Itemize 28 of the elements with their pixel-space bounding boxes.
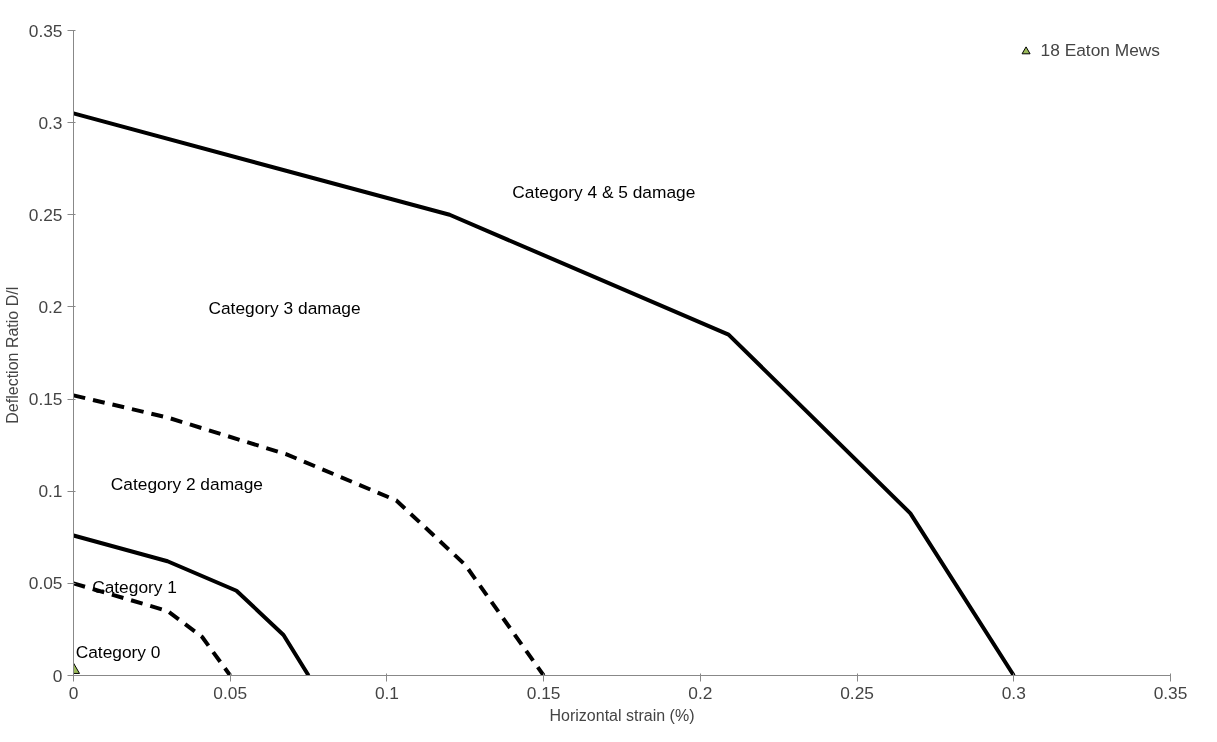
y-tick-label: 0.25 (28, 204, 63, 225)
x-tick-label: 0.3 (1001, 682, 1026, 703)
annotation: Category 3 damage (208, 298, 361, 319)
y-tick-label: 0.3 (38, 112, 63, 133)
x-tick-label: 0.05 (213, 682, 248, 703)
line-series (73, 533, 311, 676)
y-tick-label: 0.05 (28, 573, 63, 594)
x-tick-label: 0.25 (840, 682, 874, 703)
annotation: Category 0 (75, 641, 161, 662)
y-tick-label: 0.15 (28, 389, 63, 410)
annotation: Category 2 damage (110, 473, 263, 494)
y-axis-title: Deflection Ratio D/l (3, 286, 21, 424)
y-tick-label: 0.1 (38, 481, 63, 502)
x-tick-label: 0.15 (526, 682, 561, 703)
annotation: Category 4 & 5 damage (512, 182, 696, 203)
x-tick-label: 0.2 (688, 682, 713, 703)
x-tick-label: 0.1 (374, 682, 399, 703)
y-tick-label: 0.35 (28, 20, 63, 41)
legend-label: 18 Eaton Mews (1040, 40, 1160, 61)
line-series (73, 393, 546, 676)
y-tick-label: 0 (52, 665, 63, 686)
x-tick-label: 0.35 (1153, 682, 1188, 703)
y-tick-label: 0.2 (38, 296, 63, 317)
line-series (73, 111, 1016, 676)
x-axis-title: Horizontal strain (%) (549, 706, 695, 724)
annotation: Category 1 (92, 577, 177, 598)
line-series (73, 581, 233, 676)
x-tick-label: 0 (68, 682, 79, 703)
